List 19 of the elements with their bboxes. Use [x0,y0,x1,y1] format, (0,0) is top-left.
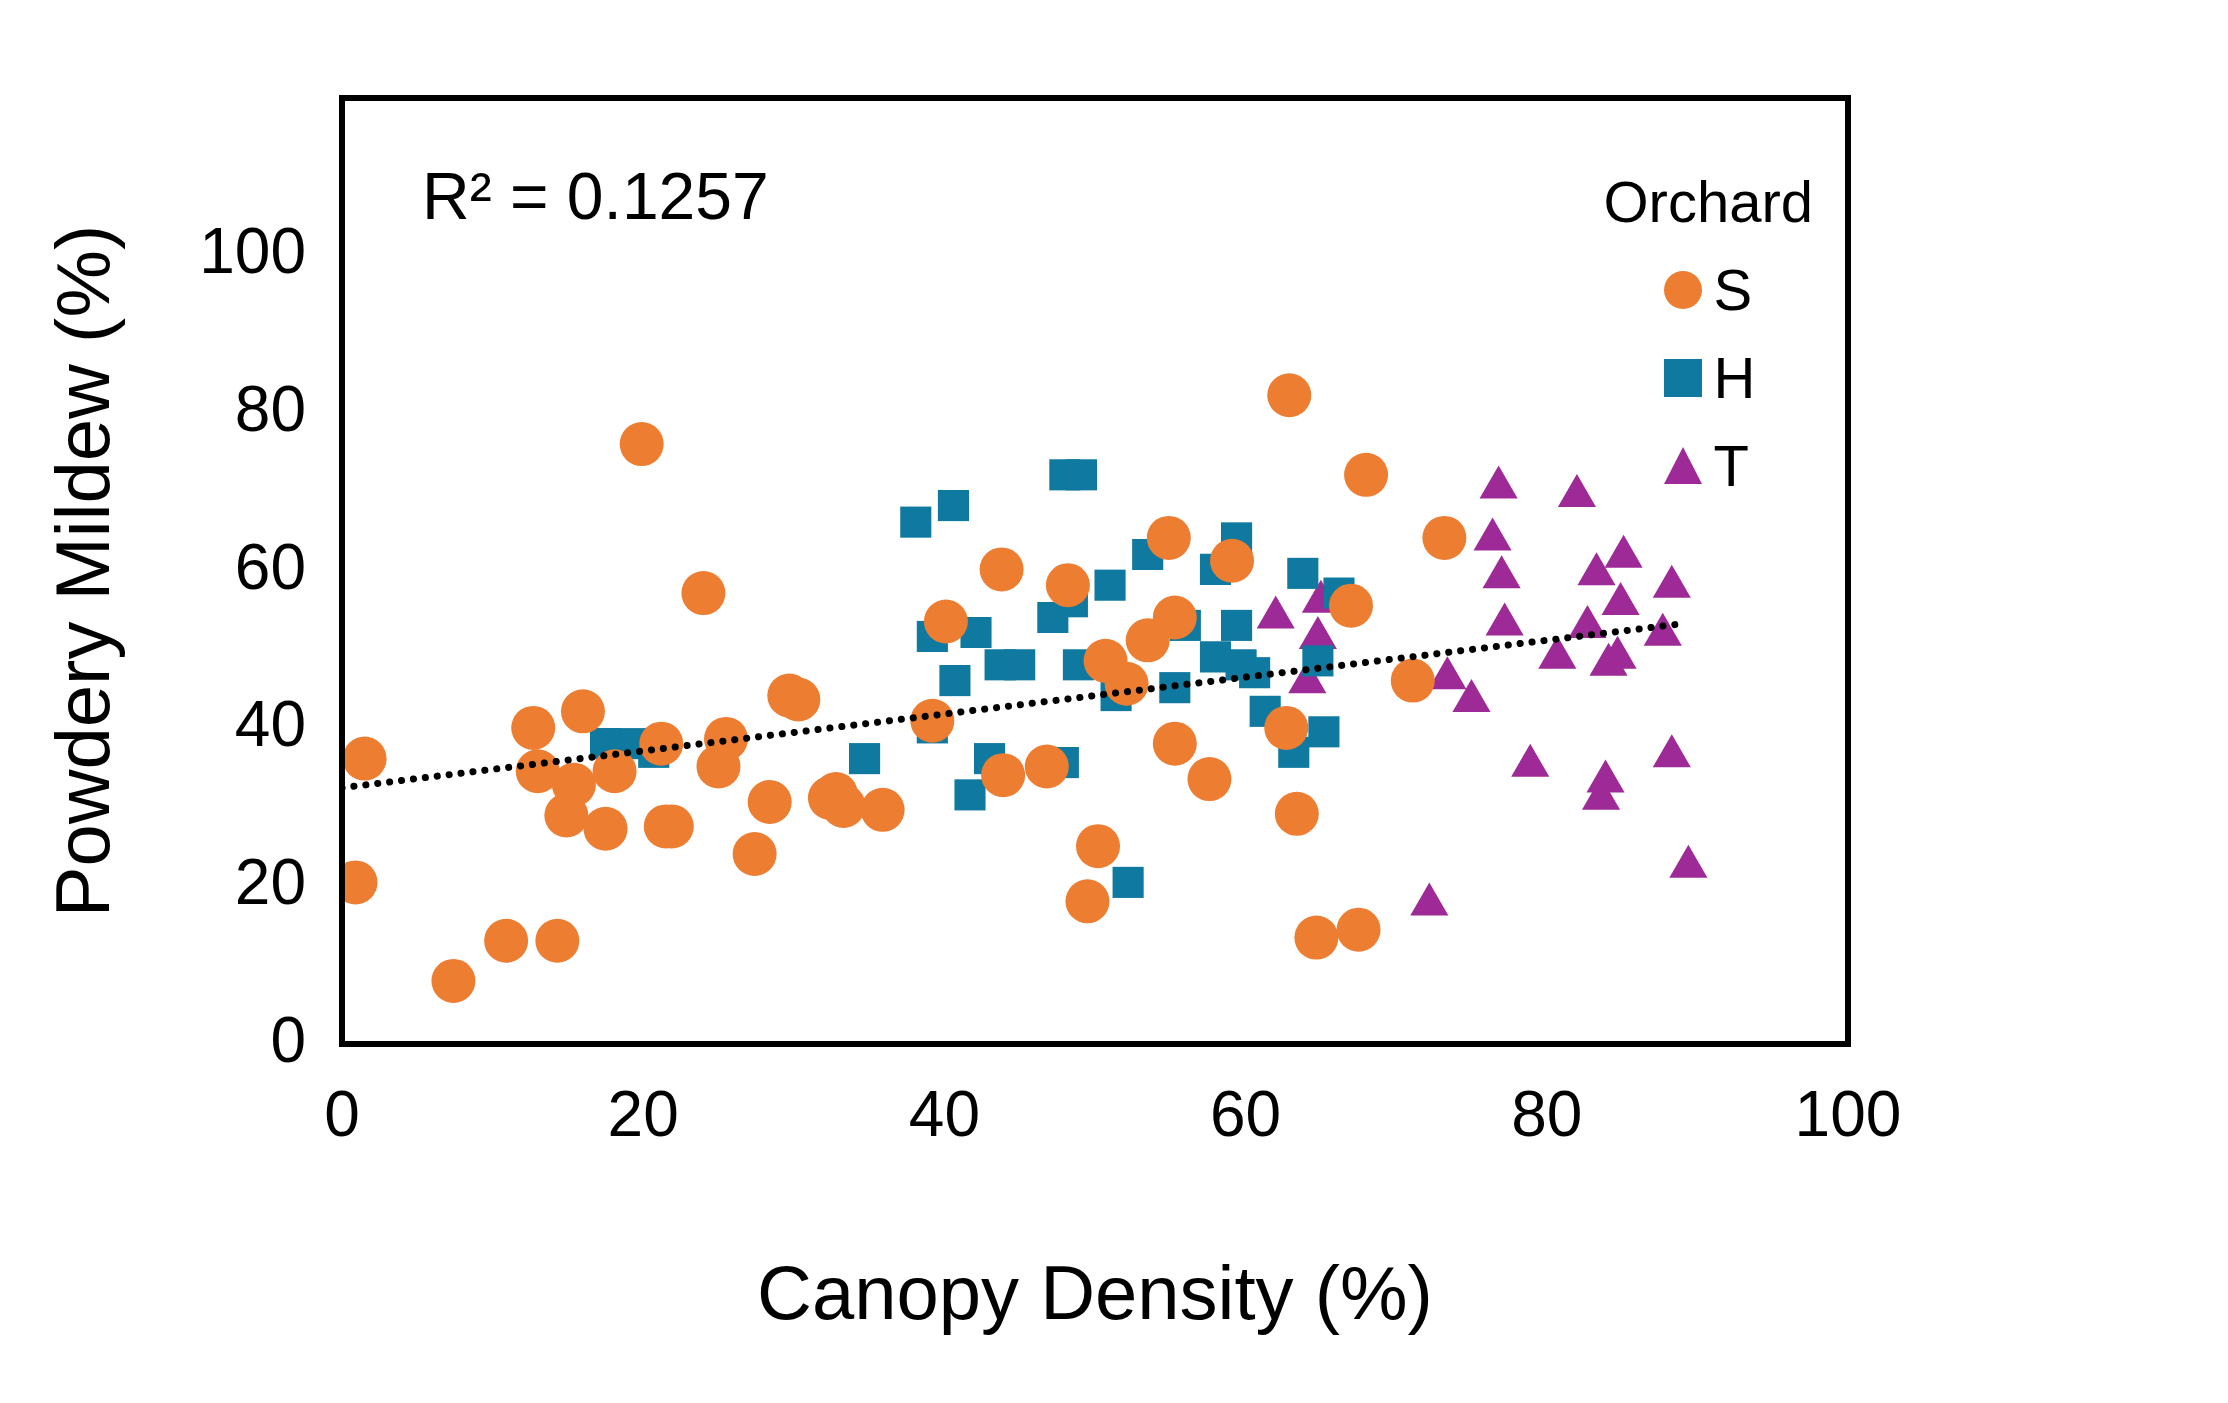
legend-label: T [1713,432,1749,500]
legend-title: Orchard [1603,168,1813,236]
x-tick-label: 80 [1511,1078,1583,1151]
y-tick-label: 0 [270,1003,306,1076]
x-tick-label: 100 [1794,1078,1902,1151]
y-tick-label: 60 [234,530,306,603]
x-tick-label: 40 [908,1078,980,1151]
y-tick-label: 80 [234,372,306,445]
y-axis-title: Powdery Mildew (%) [39,224,125,918]
legend-label: S [1713,256,1753,324]
x-tick-label: 0 [324,1078,360,1151]
x-axis-title: Canopy Density (%) [757,1250,1433,1336]
x-tick-label: 60 [1210,1078,1282,1151]
legend-label: H [1713,344,1756,412]
y-tick-label: 100 [199,215,306,288]
annotation: R² = 0.1257 [421,159,769,234]
y-tick-label: 40 [234,688,306,761]
y-tick-label: 20 [234,845,306,918]
x-tick-label: 20 [607,1078,679,1151]
